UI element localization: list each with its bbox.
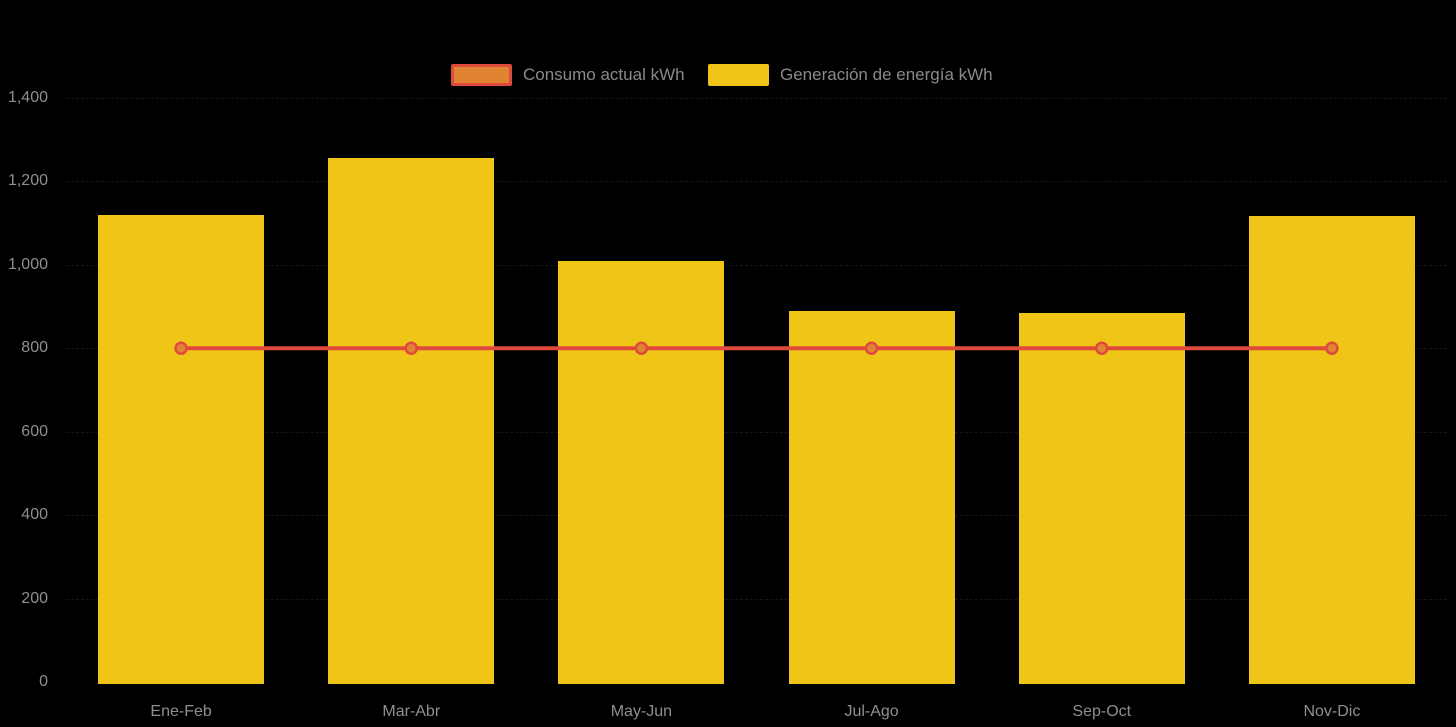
legend-swatch-consumo-actual	[451, 64, 512, 86]
legend-item-consumo-actual[interactable]: Consumo actual kWh	[451, 64, 685, 86]
y-axis-label-1400: 1,400	[7, 89, 48, 106]
gridline-800	[66, 348, 1447, 350]
y-axis-label-200: 200	[21, 589, 48, 607]
x-axis-label-ene-feb: Ene-Feb	[150, 703, 212, 720]
legend-item-generacion-energia[interactable]: Generación de energía kWh	[708, 64, 993, 86]
bar-sep-oct[interactable]	[1018, 312, 1185, 684]
gridline-400	[66, 515, 1447, 517]
y-axis-label-0: 0	[39, 673, 48, 690]
x-axis-label-mar-abr: Mar-Abr	[382, 703, 441, 720]
bar-ene-feb[interactable]	[98, 214, 265, 684]
legend-label-consumo-actual: Consumo actual kWh	[523, 65, 685, 84]
legend-label-generacion-energia: Generación de energía kWh	[780, 65, 993, 84]
y-axis-label-600: 600	[21, 422, 48, 440]
y-axis-label-800: 800	[21, 339, 48, 357]
bar-nov-dic[interactable]	[1248, 215, 1415, 684]
gridline-200	[66, 598, 1447, 600]
x-axis-label-nov-dic: Nov-Dic	[1303, 703, 1361, 720]
gridline-1200	[66, 181, 1447, 183]
bar-jul-ago[interactable]	[788, 310, 955, 684]
bar-may-jun[interactable]	[558, 260, 725, 684]
x-axis-label-may-jun: May-Jun	[610, 703, 673, 720]
x-axis-label-sep-oct: Sep-Oct	[1072, 703, 1132, 720]
bar-mar-abr[interactable]	[328, 158, 495, 684]
gridline-1400	[66, 98, 1447, 99]
x-axis-label-jul-ago: Jul-Ago	[844, 703, 899, 720]
gridline-600	[66, 431, 1447, 433]
y-axis-label-400: 400	[21, 506, 48, 524]
y-axis-label-1000: 1,000	[7, 255, 48, 273]
legend-swatch-generacion-energia	[708, 64, 769, 86]
y-axis-label-1200: 1,200	[7, 172, 48, 190]
gridline-1000	[66, 264, 1447, 266]
